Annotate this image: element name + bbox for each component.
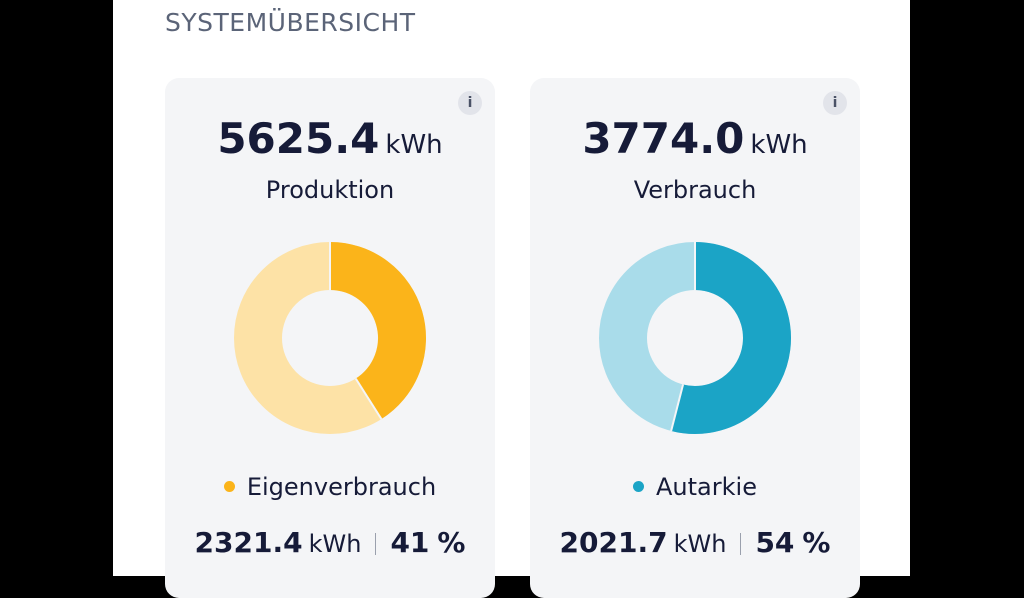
card-label: Verbrauch — [633, 176, 757, 204]
summary: 2021.7 kWh 54% — [530, 526, 860, 559]
legend-dot — [223, 480, 235, 492]
percent-unit: % — [802, 526, 831, 559]
section-title: SYSTEMÜBERSICHT — [165, 8, 416, 37]
total: 3774.0 kWh — [530, 114, 860, 163]
card: i 3774.0 kWh Verbrauch Autarkie 2021.7 kWh 54% — [530, 78, 860, 598]
total-unit: kWh — [750, 130, 808, 160]
info-icon: i — [823, 91, 847, 115]
amount-unit: kWh — [673, 530, 727, 558]
legend-label: Autarkie — [656, 473, 757, 501]
donut — [234, 242, 426, 434]
donut-segment — [671, 242, 791, 434]
card: i 5625.4 kWh Produktion Eigenverbrauch 2321.4… — [165, 78, 495, 598]
total: 5625.4 kWh — [165, 114, 495, 163]
panel: SYSTEMÜBERSICHT i 5625.4 kWh Produktion Eige… — [113, 0, 910, 598]
total-unit: kWh — [385, 130, 443, 160]
donut-segment — [329, 242, 426, 420]
legend: Autarkie — [530, 473, 860, 501]
legend: Eigenverbrauch — [165, 473, 495, 501]
legend-dot — [633, 480, 645, 492]
summary: 2321.4 kWh 41% — [165, 526, 495, 559]
legend-label: Eigenverbrauch — [246, 473, 437, 501]
amount-unit: kWh — [308, 530, 362, 558]
amount-value: 2021.7 — [559, 526, 668, 559]
donut-gap — [354, 377, 383, 420]
amount-value: 2321.4 — [194, 526, 303, 559]
percent-value: 41 — [390, 526, 430, 559]
percent-value: 54 — [755, 526, 795, 559]
total-value: 3774.0 — [582, 114, 745, 163]
donut-gap — [670, 384, 685, 432]
separator — [375, 533, 377, 555]
screen: {"header": {"title": "SYSTEMÜBERSICHT"},… — [113, 0, 910, 598]
separator — [740, 533, 742, 555]
info-icon: i — [458, 91, 482, 115]
total-value: 5625.4 — [217, 114, 380, 163]
donut — [599, 242, 791, 434]
card-label: Produktion — [265, 176, 395, 204]
percent-unit: % — [437, 526, 466, 559]
